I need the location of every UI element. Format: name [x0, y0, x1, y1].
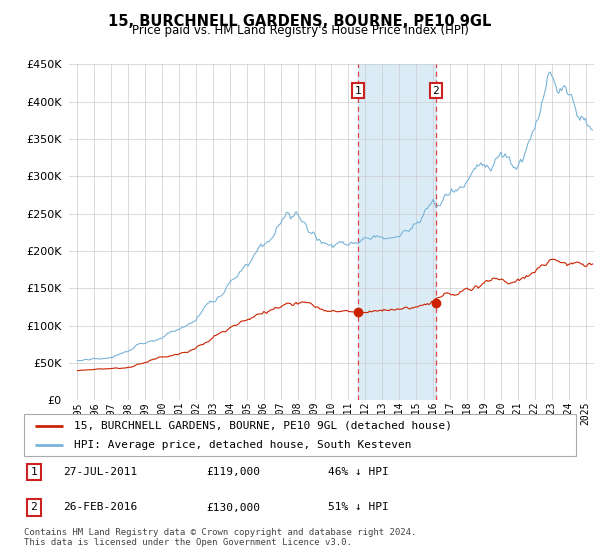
Text: Price paid vs. HM Land Registry's House Price Index (HPI): Price paid vs. HM Land Registry's House … [131, 24, 469, 37]
Text: 51% ↓ HPI: 51% ↓ HPI [328, 502, 388, 512]
Bar [358, 64, 436, 400]
Text: 15, BURCHNELL GARDENS, BOURNE, PE10 9GL (detached house): 15, BURCHNELL GARDENS, BOURNE, PE10 9GL … [74, 421, 452, 431]
Text: 27-JUL-2011: 27-JUL-2011 [62, 467, 137, 477]
Text: 46% ↓ HPI: 46% ↓ HPI [328, 467, 388, 477]
Text: 26-FEB-2016: 26-FEB-2016 [62, 502, 137, 512]
Text: 2: 2 [31, 502, 37, 512]
Text: Contains HM Land Registry data © Crown copyright and database right 2024.
This d: Contains HM Land Registry data © Crown c… [24, 528, 416, 547]
Text: 15, BURCHNELL GARDENS, BOURNE, PE10 9GL: 15, BURCHNELL GARDENS, BOURNE, PE10 9GL [109, 14, 491, 29]
Text: 2: 2 [432, 86, 439, 96]
Text: 1: 1 [31, 467, 37, 477]
Text: £119,000: £119,000 [206, 467, 260, 477]
Text: £130,000: £130,000 [206, 502, 260, 512]
Text: 1: 1 [355, 86, 361, 96]
FancyBboxPatch shape [24, 414, 576, 456]
Text: HPI: Average price, detached house, South Kesteven: HPI: Average price, detached house, Sout… [74, 440, 411, 450]
